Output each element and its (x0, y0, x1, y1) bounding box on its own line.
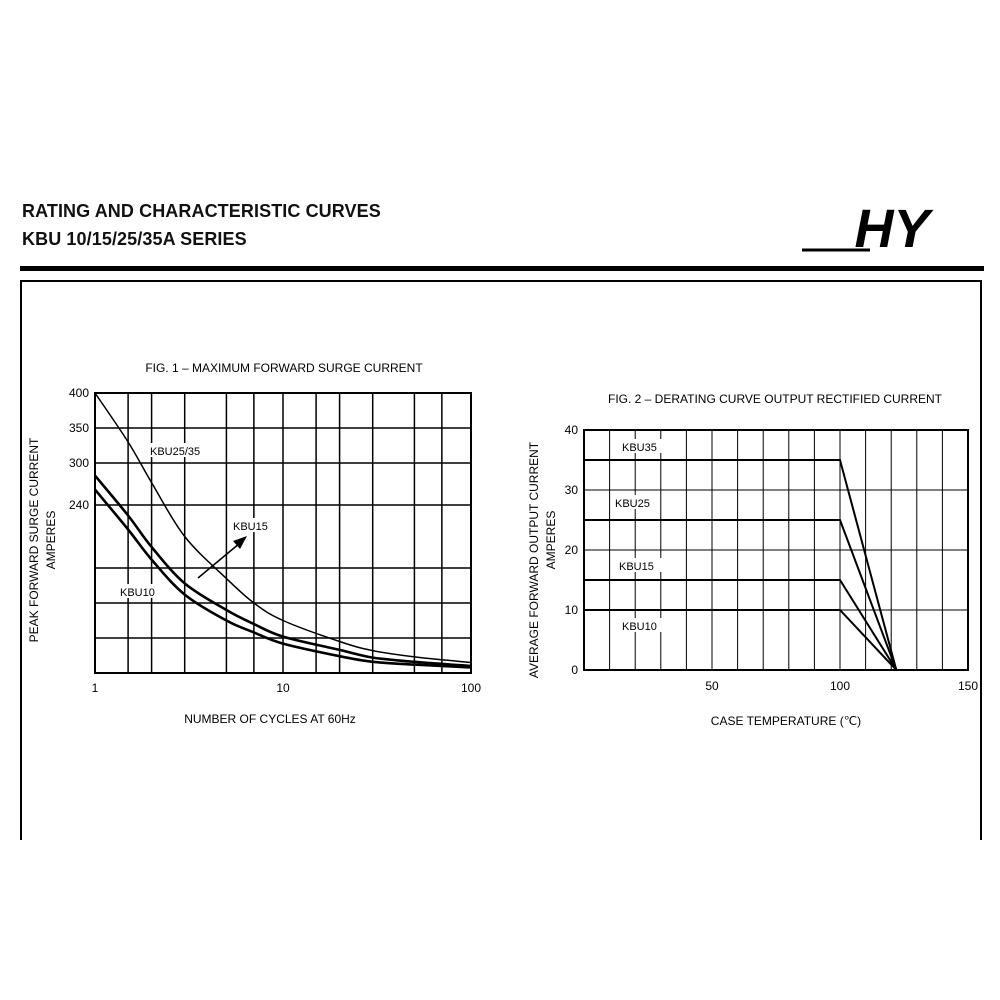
fig2-label-bg-kbu10 (619, 618, 665, 632)
fig2-x-tick-100: 100 (830, 679, 850, 693)
fig1-x-tick-100: 100 (461, 681, 481, 695)
fig1-series (93, 392, 472, 669)
fig1-series-line-kbu2535 (94, 392, 472, 664)
content-frame (20, 280, 982, 840)
fig1-x-axis-label: NUMBER OF CYCLES AT 60Hz (184, 712, 356, 726)
fig1-kbu15-pointer (197, 542, 241, 579)
fig1-chart: FIG. 1 – MAXIMUM FORWARD SURGE CURRENT 4… (27, 361, 481, 726)
fig1-x-tick-10: 10 (276, 681, 290, 695)
fig2-label-bg-kbu25 (612, 495, 658, 509)
fig1-label-bg-kbu10 (117, 584, 163, 598)
fig1-grid (95, 393, 471, 673)
fig1-x-ticks: 1 10 100 (92, 681, 482, 695)
fig1-series-line-kbu15 (93, 474, 472, 668)
page-subtitle: KBU 10/15/25/35A SERIES (22, 229, 247, 249)
fig2-series-label-kbu35: KBU35 (622, 442, 657, 454)
fig2-y-ticks: 40 30 20 10 0 (565, 423, 579, 677)
fig1-y-tick-300: 300 (69, 456, 89, 470)
fig2-series-line-kbu35 (584, 459, 898, 671)
fig2-y-tick-30: 30 (565, 483, 579, 497)
fig1-x-tick-1: 1 (92, 681, 99, 695)
fig2-chart: FIG. 2 – DERATING CURVE OUTPUT RECTIFIED… (527, 392, 978, 728)
fig2-y-axis-label: AVERAGE FORWARD OUTPUT CURRENT (527, 441, 541, 678)
fig2-series-line-kbu25 (584, 519, 898, 671)
hy-logo: HY (802, 200, 934, 256)
fig2-series-label-kbu15: KBU15 (619, 561, 654, 573)
fig1-title: FIG. 1 – MAXIMUM FORWARD SURGE CURRENT (145, 361, 423, 375)
fig2-y-tick-40: 40 (565, 423, 579, 437)
fig2-series (584, 459, 898, 671)
header-rule (20, 266, 984, 271)
fig1-y-axis-label: PEAK FORWARD SURGE CURRENT (27, 437, 41, 642)
fig2-y-axis-unit: AMPERES (544, 511, 558, 570)
fig1-y-tick-350: 350 (69, 421, 89, 435)
fig2-series-label-kbu10: KBU10 (622, 621, 657, 633)
fig2-y-tick-0: 0 (571, 663, 578, 677)
hy-logo-text: HY (854, 200, 934, 256)
fig2-grid (584, 430, 968, 670)
fig2-title: FIG. 2 – DERATING CURVE OUTPUT RECTIFIED… (608, 392, 943, 406)
fig2-label-bg-kbu15 (616, 558, 662, 572)
fig2-series-line-kbu15 (584, 579, 898, 671)
fig1-series-label-kbu10: KBU10 (120, 587, 155, 599)
fig1-y-tick-400: 400 (69, 386, 89, 400)
fig2-x-axis-label: CASE TEMPERATURE (℃) (711, 714, 861, 728)
fig2-x-ticks: 50 100 150 (705, 679, 978, 693)
fig2-label-bg-kbu35 (619, 439, 665, 453)
fig1-y-tick-240: 240 (69, 498, 89, 512)
fig1-y-ticks: 400 350 300 240 (69, 386, 89, 512)
page-title: RATING AND CHARACTERISTIC CURVES (22, 201, 381, 221)
fig2-y-tick-10: 10 (565, 603, 579, 617)
fig2-series-label-kbu25: KBU25 (615, 498, 650, 510)
fig2-series-line-kbu10 (584, 609, 898, 671)
fig2-x-tick-150: 150 (958, 679, 978, 693)
fig1-series-label-kbu2535: KBU25/35 (150, 446, 200, 458)
fig2-y-tick-20: 20 (565, 543, 579, 557)
fig1-label-bg-kbu15 (230, 518, 274, 532)
fig2-x-tick-50: 50 (705, 679, 719, 693)
fig1-label-bg-kbu2535 (146, 443, 210, 457)
fig1-series-label-kbu15: KBU15 (233, 521, 268, 533)
fig1-y-axis-unit: AMPERES (44, 511, 58, 570)
fig1-series-line-kbu10 (93, 488, 472, 669)
fig1-kbu15-arrowhead (233, 536, 247, 549)
